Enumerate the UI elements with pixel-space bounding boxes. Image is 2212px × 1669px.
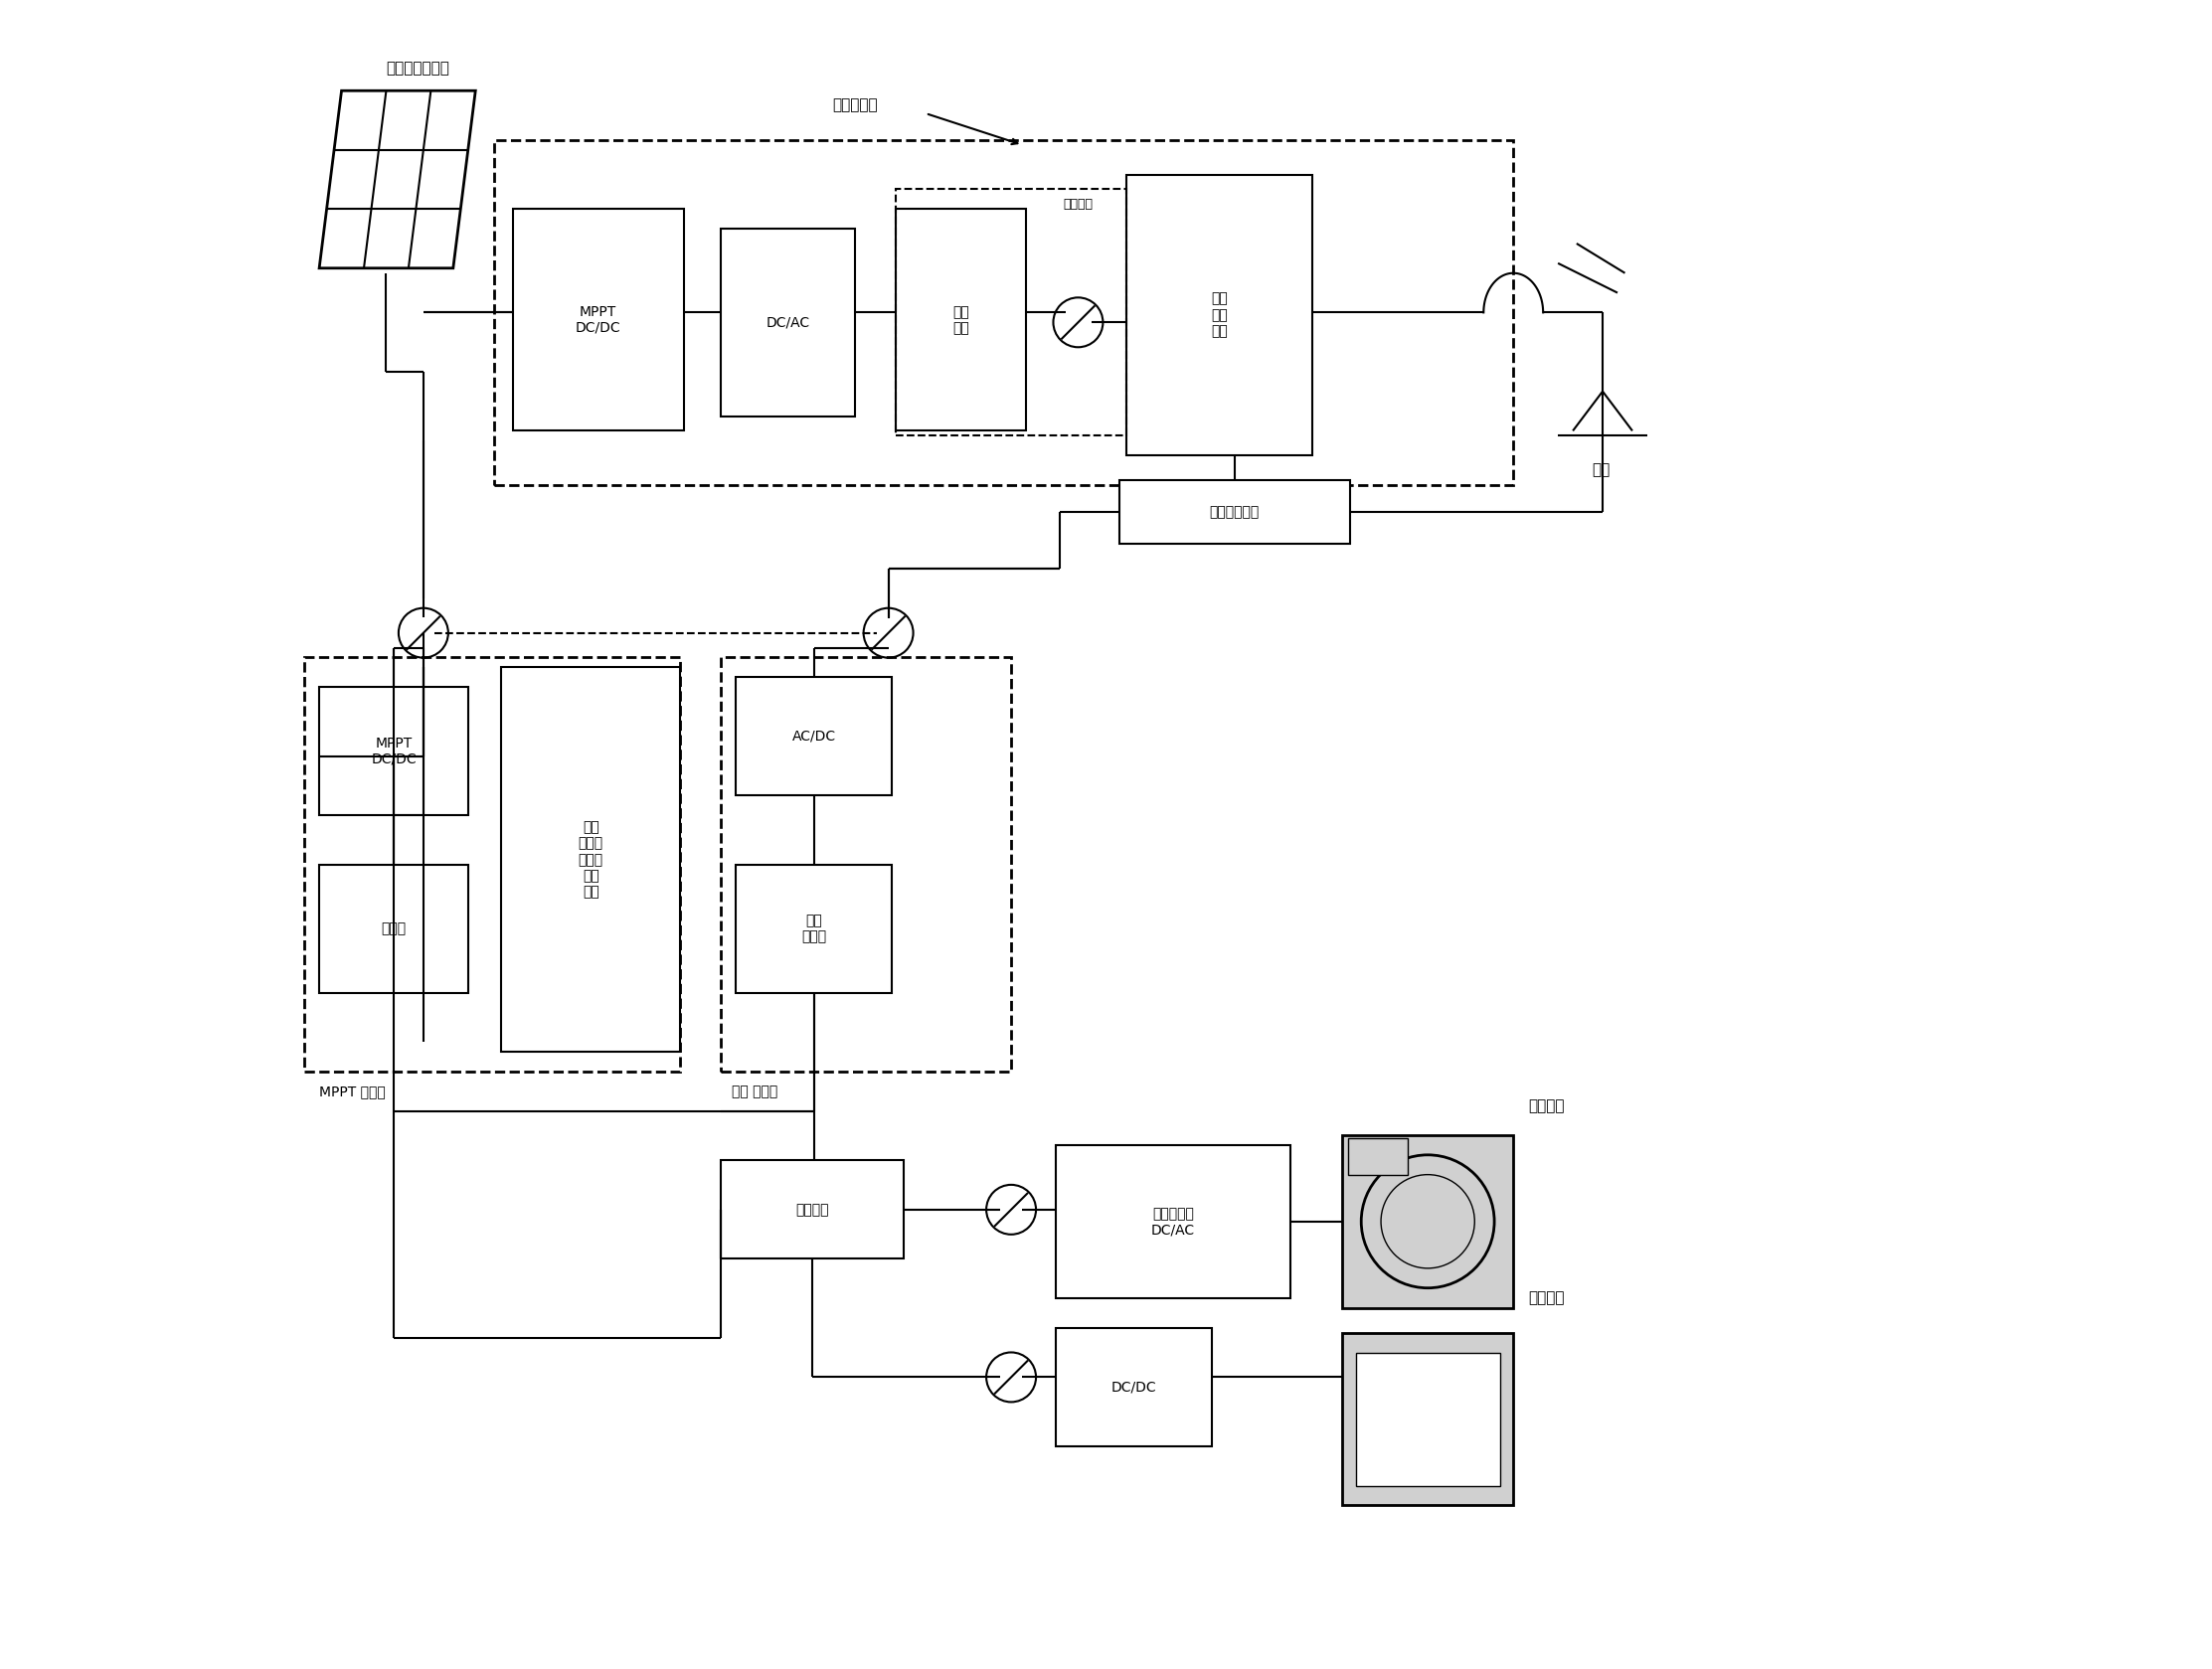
Bar [1055,1145,1290,1298]
Text: 太阳能发电组件: 太阳能发电组件 [387,60,449,75]
Text: 蓄电池组: 蓄电池组 [796,1203,830,1217]
Text: DC/DC: DC/DC [1110,1380,1157,1394]
Bar [1343,1135,1513,1308]
Text: 直流负载: 直流负载 [1528,1290,1564,1305]
Bar [896,189,1126,436]
Bar [502,668,679,1051]
Text: 电网: 电网 [1593,462,1610,477]
Text: MPPT
DC/DC: MPPT DC/DC [575,305,622,335]
Bar [319,865,469,993]
Text: DC/AC: DC/AC [765,315,810,329]
Text: 电网输入电表: 电网输入电表 [1210,506,1259,519]
Bar [737,865,891,993]
Bar [721,658,1011,1071]
Bar [1356,1352,1500,1485]
Bar [1055,1329,1212,1447]
Text: 离网逆变器
DC/AC: 离网逆变器 DC/AC [1150,1207,1194,1237]
Bar [1347,1138,1407,1175]
Text: 电控开关: 电控开关 [1064,197,1093,210]
Text: 切换
控制器
及系统
调控
装置: 切换 控制器 及系统 调控 装置 [577,821,604,900]
Text: 交流负载: 交流负载 [1528,1098,1564,1113]
Bar [737,678,891,796]
Bar [305,658,679,1071]
Bar [1119,481,1349,544]
Bar [721,229,854,416]
Text: 并网逆变器: 并网逆变器 [832,98,878,113]
Bar [493,140,1513,486]
Bar [1343,1334,1513,1505]
Text: 智能 充电器: 智能 充电器 [732,1085,779,1098]
Text: 充电
控制器: 充电 控制器 [801,913,827,943]
Text: 充电器: 充电器 [380,921,407,936]
Text: 保护
计量
电路: 保护 计量 电路 [1212,292,1228,339]
Bar [896,209,1026,431]
Text: MPPT
DC/DC: MPPT DC/DC [372,736,416,766]
Bar [513,209,684,431]
Bar [1126,175,1312,456]
Text: 孤岛
检测: 孤岛 检测 [953,305,969,335]
Bar [721,1160,902,1258]
Text: AC/DC: AC/DC [792,729,836,743]
Bar [319,688,469,814]
Text: MPPT 充电器: MPPT 充电器 [319,1085,385,1098]
